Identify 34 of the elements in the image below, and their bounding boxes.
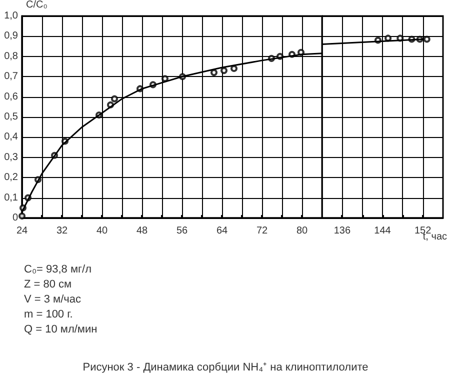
x-tick-label: 24	[16, 226, 28, 236]
x-tick-label: 48	[136, 226, 148, 236]
y-tick-label: 0,9	[4, 30, 18, 42]
text: Z = 80 см	[24, 278, 72, 290]
point	[230, 65, 238, 72]
y-tick-label: 0,4	[4, 132, 18, 143]
text: Q = 10 мл/мин	[24, 324, 98, 336]
y-tick-label: 0,7	[4, 71, 18, 82]
x-tick-label: 136	[334, 226, 351, 236]
x-tick-label: 32	[56, 226, 68, 236]
y-tick-label: 0,1	[4, 192, 18, 204]
text: m = 100 г.	[24, 308, 73, 320]
y-tick-label: 0,3	[4, 152, 18, 163]
y-tick-label: 0,6	[4, 91, 18, 102]
y-tick-label: 0	[12, 212, 18, 224]
y-tick-label: 1,0	[4, 10, 18, 22]
point	[162, 75, 168, 82]
point	[18, 212, 26, 220]
y-axis-title: С/С₀	[26, 0, 48, 10]
y-tick-label: 0,2	[4, 172, 18, 184]
point	[220, 67, 228, 74]
point	[210, 69, 218, 76]
x-tick-label: 80	[296, 226, 308, 236]
text: V = 3 м/час	[24, 294, 82, 306]
x-tick-label: 144	[374, 226, 392, 236]
x-tick-label: 64	[216, 226, 228, 236]
point	[111, 95, 118, 102]
x-tick-label: 72	[256, 226, 268, 236]
y-tick-label: 0,8	[4, 50, 18, 62]
text: С₀= 93,8 мг/л	[24, 264, 92, 276]
text: Рисунок 3 - Динамика сорбции NH₄⁺ на клиноптилолите	[82, 362, 368, 374]
x-tick-label: 40	[96, 226, 108, 236]
x-tick-label: 56	[176, 226, 188, 236]
y-tick-label: 0,5	[4, 112, 18, 122]
